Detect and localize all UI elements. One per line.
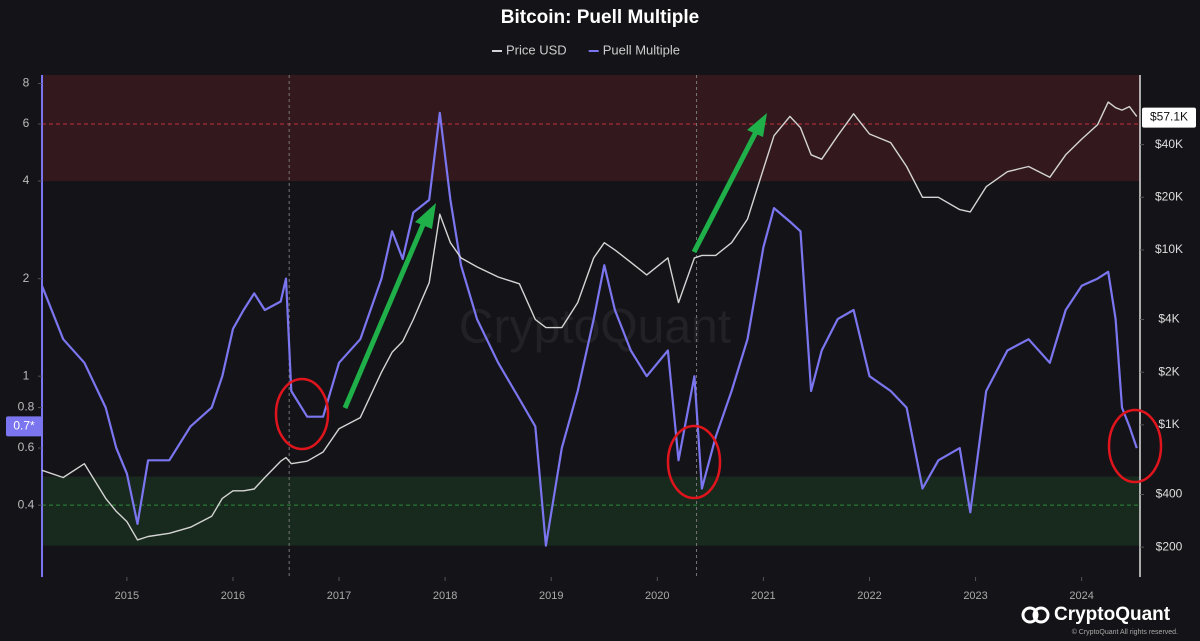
- x-tick-label: 2022: [857, 590, 881, 602]
- x-tick-label: 2019: [539, 590, 563, 602]
- y-tick-label: 0.6: [18, 440, 35, 454]
- y-tick-label: 6: [23, 116, 30, 130]
- y2-tick-label: $4K: [1158, 312, 1179, 326]
- y2-tick-label: $2K: [1158, 364, 1179, 378]
- x-tick-label: 2020: [645, 590, 669, 602]
- copyright: © CryptoQuant All rights reserved.: [1072, 628, 1178, 636]
- end-label-box: [1142, 107, 1196, 128]
- y2-tick-label: $10K: [1155, 242, 1183, 256]
- arrow: [691, 128, 760, 254]
- series-line: [40, 111, 1138, 547]
- y-tick-label: 0.4: [18, 497, 35, 511]
- x-tick-label: 2017: [327, 590, 351, 602]
- y-tick-label: 2: [23, 271, 30, 285]
- x-tick-label: 2021: [751, 590, 775, 602]
- arrow-head: [415, 203, 436, 229]
- logo: [1021, 606, 1039, 624]
- y-tick-label: 4: [23, 173, 30, 187]
- legend-label: Puell Multiple: [603, 42, 680, 57]
- y-tick-label: 8: [23, 76, 30, 90]
- x-tick-label: 2023: [963, 590, 987, 602]
- circle: [666, 424, 722, 500]
- arrow: [342, 219, 428, 409]
- brand-name: CryptoQuant: [1054, 604, 1171, 625]
- y2-tick-label: $20K: [1155, 189, 1183, 203]
- circle: [1107, 408, 1163, 484]
- end-label: 0.7*: [13, 419, 35, 433]
- zone: [42, 75, 1140, 182]
- legend-label: Price USD: [506, 42, 567, 57]
- circle: [274, 377, 330, 451]
- x-tick-label: 2016: [221, 590, 245, 602]
- y-tick-label: 0.8: [18, 400, 35, 414]
- end-label: $57.1K: [1150, 110, 1188, 124]
- y-tick-label: 1: [23, 368, 30, 382]
- x-tick-label: 2024: [1069, 590, 1093, 602]
- y2-tick-label: $40K: [1155, 137, 1183, 151]
- x-tick-label: 2018: [433, 590, 457, 602]
- y2-tick-label: $400: [1156, 487, 1183, 501]
- zone: [42, 476, 1140, 546]
- series-line: [41, 101, 1138, 541]
- trend-arrows: [342, 113, 767, 409]
- x-tick-label: 2015: [115, 590, 139, 602]
- brand: CryptoQuant © CryptoQuant All rights res…: [1021, 604, 1178, 636]
- logo: [1032, 606, 1050, 624]
- y2-tick-label: $200: [1156, 539, 1183, 553]
- y2-tick-label: $1K: [1158, 417, 1179, 431]
- highlight-circles: [274, 377, 1163, 500]
- chart-title: Bitcoin: Puell Multiple: [501, 7, 699, 28]
- arrow-head: [747, 113, 767, 137]
- end-label-box: [6, 416, 42, 437]
- plot: 2015 2016 2017 2018 2019 2020 2021 2022 2023 2024…: [6, 75, 1196, 602]
